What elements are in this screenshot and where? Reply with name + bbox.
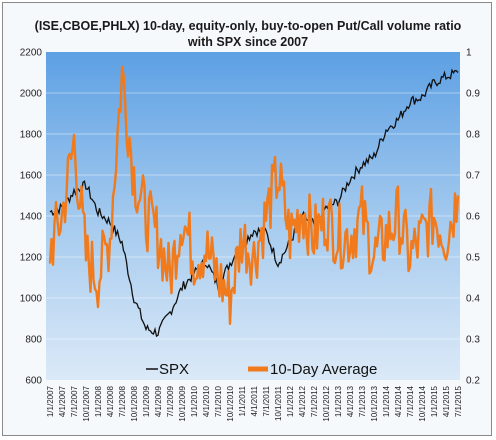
x-tick-label: 1/1/2012 (286, 385, 295, 417)
left-tick-label: 2000 (20, 89, 43, 100)
x-tick-label: 10/1/2014 (418, 385, 427, 421)
x-tick-label: 1/1/2010 (190, 385, 199, 417)
x-tick-label: 10/1/2007 (82, 385, 91, 421)
x-tick-label: 4/1/2012 (298, 385, 307, 417)
legend: SPX 10-Day Average (146, 361, 377, 378)
x-tick-label: 1/1/2008 (94, 385, 103, 417)
left-tick-label: 1200 (20, 253, 43, 264)
x-tick-label: 4/1/2010 (202, 385, 211, 417)
x-tick-label: 7/1/2010 (214, 385, 223, 417)
x-tick-label: 1/1/2014 (382, 385, 391, 417)
x-tick-label: 7/1/2015 (454, 385, 463, 417)
right-tick-label: 0.5 (466, 253, 480, 264)
x-tick-label: 10/1/2012 (322, 385, 331, 421)
x-tick-label: 10/1/2010 (226, 385, 235, 421)
x-tick-label: 7/1/2014 (406, 385, 415, 417)
x-tick-label: 7/1/2012 (310, 385, 319, 417)
chart-title: (ISE,CBOE,PHLX) 10-day, equity-only, buy… (35, 19, 462, 33)
left-tick-label: 800 (25, 335, 42, 346)
left-tick-label: 2200 (20, 48, 43, 59)
series-line-spx (49, 68, 459, 338)
right-axis: 0.2 0.3 0.4 0.5 0.6 0.7 0.8 0.9 1 (466, 48, 480, 387)
right-tick-label: 0.9 (466, 89, 480, 100)
x-tick-label: 10/1/2011 (274, 385, 283, 421)
x-tick-label: 7/1/2013 (358, 385, 367, 417)
left-tick-label: 1000 (20, 294, 43, 305)
x-tick-label: 7/1/2009 (166, 385, 175, 417)
x-tick-label: 4/1/2013 (346, 385, 355, 417)
right-tick-label: 0.7 (466, 171, 480, 182)
legend-label-spx: SPX (159, 361, 189, 378)
right-tick-label: 1 (466, 48, 472, 59)
x-axis: 1/1/2007 4/1/2007 7/1/2007 10/1/2007 1/1/200… (46, 385, 463, 421)
left-tick-label: 1600 (20, 171, 43, 182)
x-tick-label: 7/1/2011 (262, 385, 271, 416)
x-tick-label: 4/1/2008 (106, 385, 115, 417)
series-line-10-day-average (48, 65, 460, 325)
left-tick-label: 1800 (20, 130, 43, 141)
x-tick-label: 4/1/2015 (442, 385, 451, 417)
x-tick-label: 1/1/2015 (430, 385, 439, 417)
chart-subtitle: with SPX since 2007 (187, 35, 308, 49)
right-tick-label: 0.6 (466, 212, 480, 223)
right-tick-label: 0.3 (466, 335, 480, 346)
x-tick-label: 1/1/2009 (142, 385, 151, 417)
x-tick-label: 10/1/2008 (130, 385, 139, 421)
x-tick-label: 10/1/2009 (178, 385, 187, 421)
x-tick-label: 10/1/2013 (370, 385, 379, 421)
right-tick-label: 0.2 (466, 376, 480, 387)
left-axis: 600 800 1000 1200 1400 1600 1800 2000 2200 (20, 48, 43, 387)
legend-label-10-day-average: 10-Day Average (270, 361, 377, 378)
left-tick-label: 1400 (20, 212, 43, 223)
x-tick-label: 1/1/2007 (46, 385, 55, 417)
x-tick-label: 7/1/2008 (118, 385, 127, 417)
x-tick-label: 1/1/2011 (238, 385, 247, 416)
right-tick-label: 0.8 (466, 130, 480, 141)
left-tick-label: 600 (25, 376, 42, 387)
x-tick-label: 4/1/2009 (154, 385, 163, 417)
x-tick-label: 1/1/2013 (334, 385, 343, 417)
x-tick-label: 4/1/2007 (58, 385, 67, 417)
x-tick-label: 4/1/2014 (394, 385, 403, 417)
x-tick-label: 4/1/2011 (250, 385, 259, 416)
x-tick-label: 7/1/2007 (70, 385, 79, 417)
right-tick-label: 0.4 (466, 294, 480, 305)
